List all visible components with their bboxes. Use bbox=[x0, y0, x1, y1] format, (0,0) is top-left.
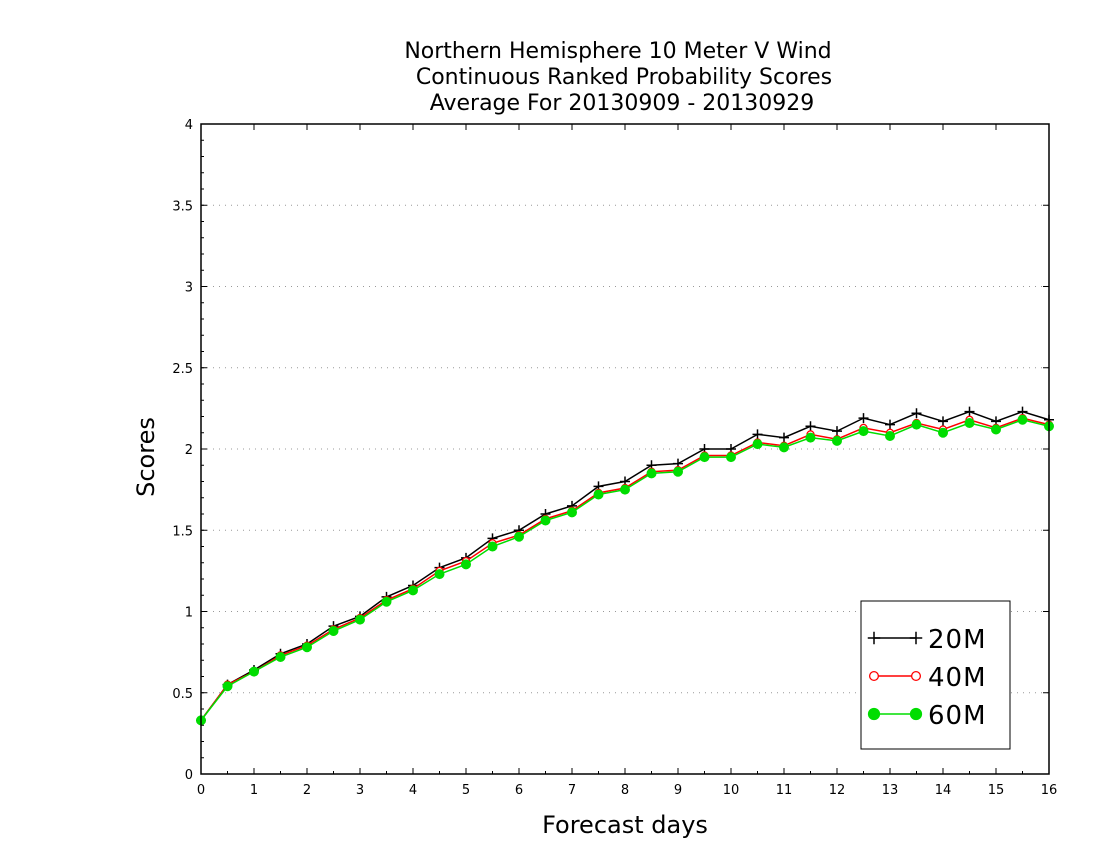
data-point-60M-23 bbox=[805, 432, 816, 443]
legend-label-40M: 40M bbox=[928, 663, 987, 693]
data-point-60M-4 bbox=[302, 642, 312, 653]
y-axis-title: Scores bbox=[132, 417, 160, 497]
data-point-60M-8 bbox=[408, 585, 418, 596]
legend-marker-right-40M bbox=[910, 670, 922, 682]
y-tick-label-0: 0 bbox=[185, 768, 193, 783]
data-point-60M-14 bbox=[567, 507, 577, 518]
legend-box bbox=[860, 600, 1011, 750]
data-point-60M-10 bbox=[461, 559, 471, 570]
x-tick-label-2: 2 bbox=[303, 783, 311, 798]
legend-entry-40M: 40M bbox=[868, 663, 987, 693]
x-tick-label-1: 1 bbox=[250, 783, 258, 798]
x-tick-label-8: 8 bbox=[621, 783, 629, 798]
x-tick-label-15: 15 bbox=[988, 783, 1005, 798]
data-point-60M-3 bbox=[275, 652, 286, 662]
data-point-60M-5 bbox=[328, 626, 339, 636]
x-tick-label-4: 4 bbox=[409, 783, 417, 798]
chart-title-line-2: Continuous Ranked Probability Scores bbox=[416, 65, 832, 90]
y-tick-label-7: 3.5 bbox=[172, 199, 193, 214]
y-tick-label-5: 2.5 bbox=[172, 362, 193, 377]
chart-legend: 20M 40M 60M bbox=[860, 600, 1011, 750]
data-point-60M-26 bbox=[885, 431, 895, 441]
data-point-60M-30 bbox=[991, 424, 1001, 435]
y-tick-label-2: 1 bbox=[185, 606, 193, 621]
data-point-20M-26 bbox=[885, 419, 895, 430]
x-tick-label-11: 11 bbox=[776, 783, 793, 798]
data-point-60M-31 bbox=[1017, 414, 1028, 425]
data-point-60M-11 bbox=[487, 541, 498, 552]
data-series bbox=[196, 406, 1054, 726]
series-60M bbox=[196, 414, 1054, 726]
x-tick-label-10: 10 bbox=[723, 783, 740, 798]
data-point-20M-25 bbox=[858, 413, 869, 424]
data-point-20M-22 bbox=[779, 432, 789, 443]
legend-entries: 20M 40M 60M bbox=[867, 625, 987, 731]
data-point-20M-29 bbox=[964, 406, 975, 417]
legend-label-20M: 20M bbox=[928, 625, 987, 655]
data-point-60M-19 bbox=[699, 452, 710, 463]
y-tick-label-1: 0.5 bbox=[172, 687, 193, 702]
data-point-60M-22 bbox=[779, 442, 789, 453]
y-tick-label-4: 2 bbox=[185, 443, 193, 458]
legend-marker-right-60M bbox=[909, 707, 923, 721]
data-point-60M-13 bbox=[540, 515, 551, 526]
legend-entry-60M: 60M bbox=[867, 701, 987, 731]
x-tick-label-3: 3 bbox=[356, 783, 364, 798]
legend-marker-left-60M bbox=[867, 707, 881, 721]
x-tick-label-5: 5 bbox=[462, 783, 470, 798]
data-point-20M-24 bbox=[832, 426, 842, 437]
data-point-20M-28 bbox=[938, 416, 948, 427]
legend-marker-right-20M bbox=[909, 631, 923, 645]
data-point-60M-2 bbox=[249, 666, 259, 677]
data-point-60M-15 bbox=[593, 489, 604, 500]
data-point-20M-27 bbox=[911, 408, 922, 419]
x-axis-ticks: 0 1 2 3 4 5 6 7 8 9 10 11 12 13 14 15 16 bbox=[197, 124, 1057, 798]
data-point-60M-25 bbox=[858, 426, 869, 437]
data-point-60M-17 bbox=[646, 468, 657, 479]
data-point-60M-24 bbox=[832, 435, 842, 446]
chart-title-line-1: Northern Hemisphere 10 Meter V Wind bbox=[404, 39, 831, 64]
data-point-20M-23 bbox=[805, 421, 816, 432]
data-point-60M-18 bbox=[673, 466, 683, 477]
x-tick-label-16: 16 bbox=[1041, 783, 1058, 798]
data-point-60M-28 bbox=[938, 427, 948, 438]
data-point-60M-6 bbox=[355, 614, 365, 625]
y-tick-label-6: 3 bbox=[185, 281, 193, 296]
y-tick-label-3: 1.5 bbox=[172, 524, 193, 539]
data-point-60M-1 bbox=[222, 681, 233, 692]
legend-marker-left-20M bbox=[867, 631, 881, 645]
data-point-60M-12 bbox=[514, 531, 524, 542]
x-tick-label-6: 6 bbox=[515, 783, 523, 798]
x-tick-label-13: 13 bbox=[882, 783, 899, 798]
x-tick-label-9: 9 bbox=[674, 783, 682, 798]
data-point-60M-9 bbox=[434, 569, 445, 580]
legend-entry-20M: 20M bbox=[867, 625, 987, 655]
legend-label-60M: 60M bbox=[928, 701, 987, 731]
data-point-60M-27 bbox=[911, 419, 922, 430]
x-tick-label-12: 12 bbox=[829, 783, 846, 798]
chart-title-line-3: Average For 20130909 - 20130929 bbox=[430, 91, 815, 116]
data-point-60M-16 bbox=[620, 484, 630, 495]
data-point-60M-20 bbox=[726, 452, 736, 463]
legend-marker-left-40M bbox=[868, 670, 880, 682]
x-axis-title: Forecast days bbox=[542, 811, 708, 839]
y-axis-ticks: 0 0.5 1 1.5 2 2.5 3 3.5 4 bbox=[172, 118, 1049, 783]
data-point-60M-21 bbox=[752, 439, 763, 450]
x-tick-label-7: 7 bbox=[568, 783, 576, 798]
x-tick-label-14: 14 bbox=[935, 783, 952, 798]
x-tick-label-0: 0 bbox=[197, 783, 205, 798]
data-point-60M-29 bbox=[964, 418, 975, 428]
y-tick-label-8: 4 bbox=[185, 118, 193, 133]
data-point-60M-7 bbox=[381, 596, 392, 607]
data-point-20M-21 bbox=[752, 429, 763, 440]
